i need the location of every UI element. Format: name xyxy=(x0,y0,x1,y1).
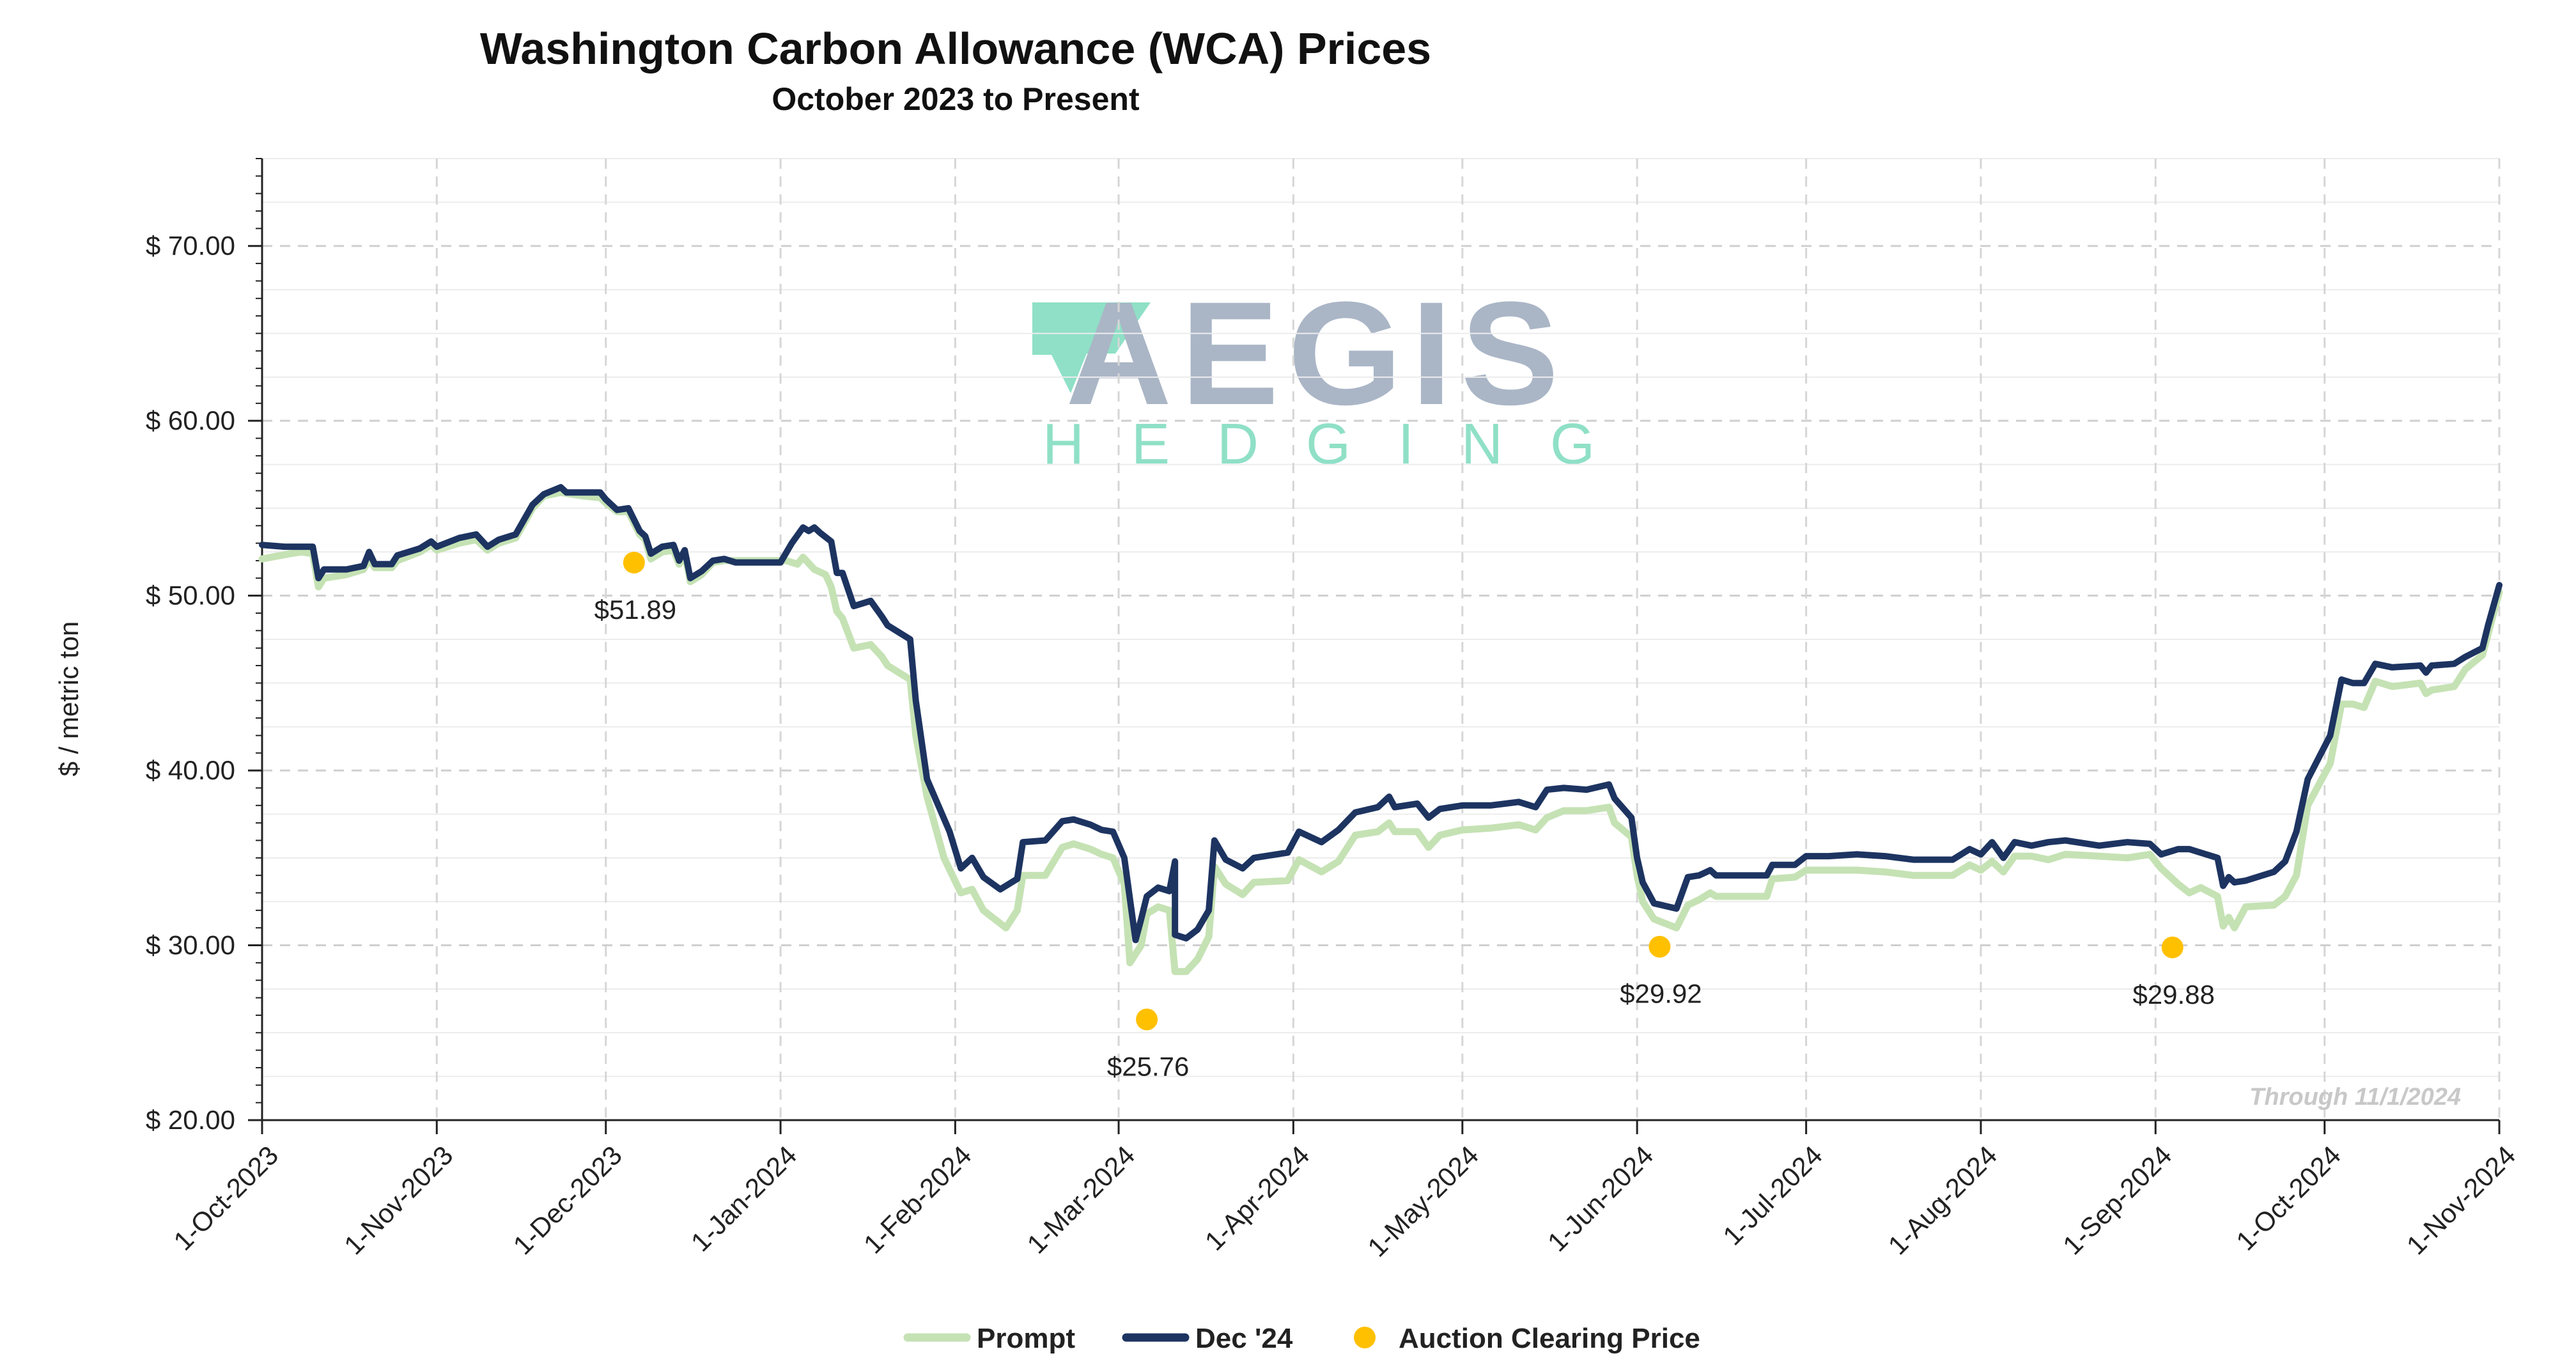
auction-point xyxy=(2161,936,2184,958)
aegis-watermark: AEGIS HEDGING xyxy=(1032,271,1642,476)
watermark-tagline: HEDGING xyxy=(1043,412,1642,476)
grid-lines xyxy=(261,158,2501,1121)
legend-label-prompt: Prompt xyxy=(977,1323,1075,1354)
y-tick-label: $ 30.00 xyxy=(146,930,235,960)
y-axis-tick-labels: $ 20.00 $ 30.00 $ 40.00 $ 50.00 $ 60.00 $ 70.… xyxy=(146,231,235,1135)
chart-subtitle: October 2023 to Present xyxy=(772,81,1140,117)
y-axis-label: $ / metric ton xyxy=(54,621,84,777)
auction-point xyxy=(1136,1008,1158,1031)
y-tick-label: $ 60.00 xyxy=(146,405,235,435)
auction-markers: $51.89 $25.76 $29.92 $29.88 xyxy=(594,551,2215,1081)
auction-value-label: $29.92 xyxy=(1620,979,1702,1009)
legend: Prompt Dec '24 Auction Clearing Price xyxy=(903,1323,1700,1354)
y-tick-label: $ 40.00 xyxy=(146,755,235,785)
series-line-dec24 xyxy=(259,484,2502,944)
chart-title: Washington Carbon Allowance (WCA) Prices xyxy=(480,24,1431,74)
auction-point xyxy=(1649,935,1671,958)
auction-point xyxy=(623,551,645,573)
auction-value-label: $29.88 xyxy=(2132,979,2214,1010)
watermark-logo-text: AEGIS xyxy=(1066,271,1568,435)
axes xyxy=(248,158,2501,1134)
auction-value-label: $25.76 xyxy=(1107,1051,1189,1081)
y-tick-label: $ 50.00 xyxy=(146,581,235,611)
y-tick-label: $ 20.00 xyxy=(146,1105,235,1135)
aegis-logo-mark-icon xyxy=(1032,302,1151,393)
auction-value-label: $51.89 xyxy=(594,595,676,625)
series-lines xyxy=(258,484,2503,976)
y-tick-label: $ 70.00 xyxy=(146,231,235,261)
legend-label-dec24: Dec '24 xyxy=(1195,1323,1293,1354)
legend-swatch-auction xyxy=(1354,1327,1376,1348)
legend-label-auction: Auction Clearing Price xyxy=(1399,1323,1700,1354)
through-date-note: Through 11/1/2024 xyxy=(2249,1084,2461,1111)
